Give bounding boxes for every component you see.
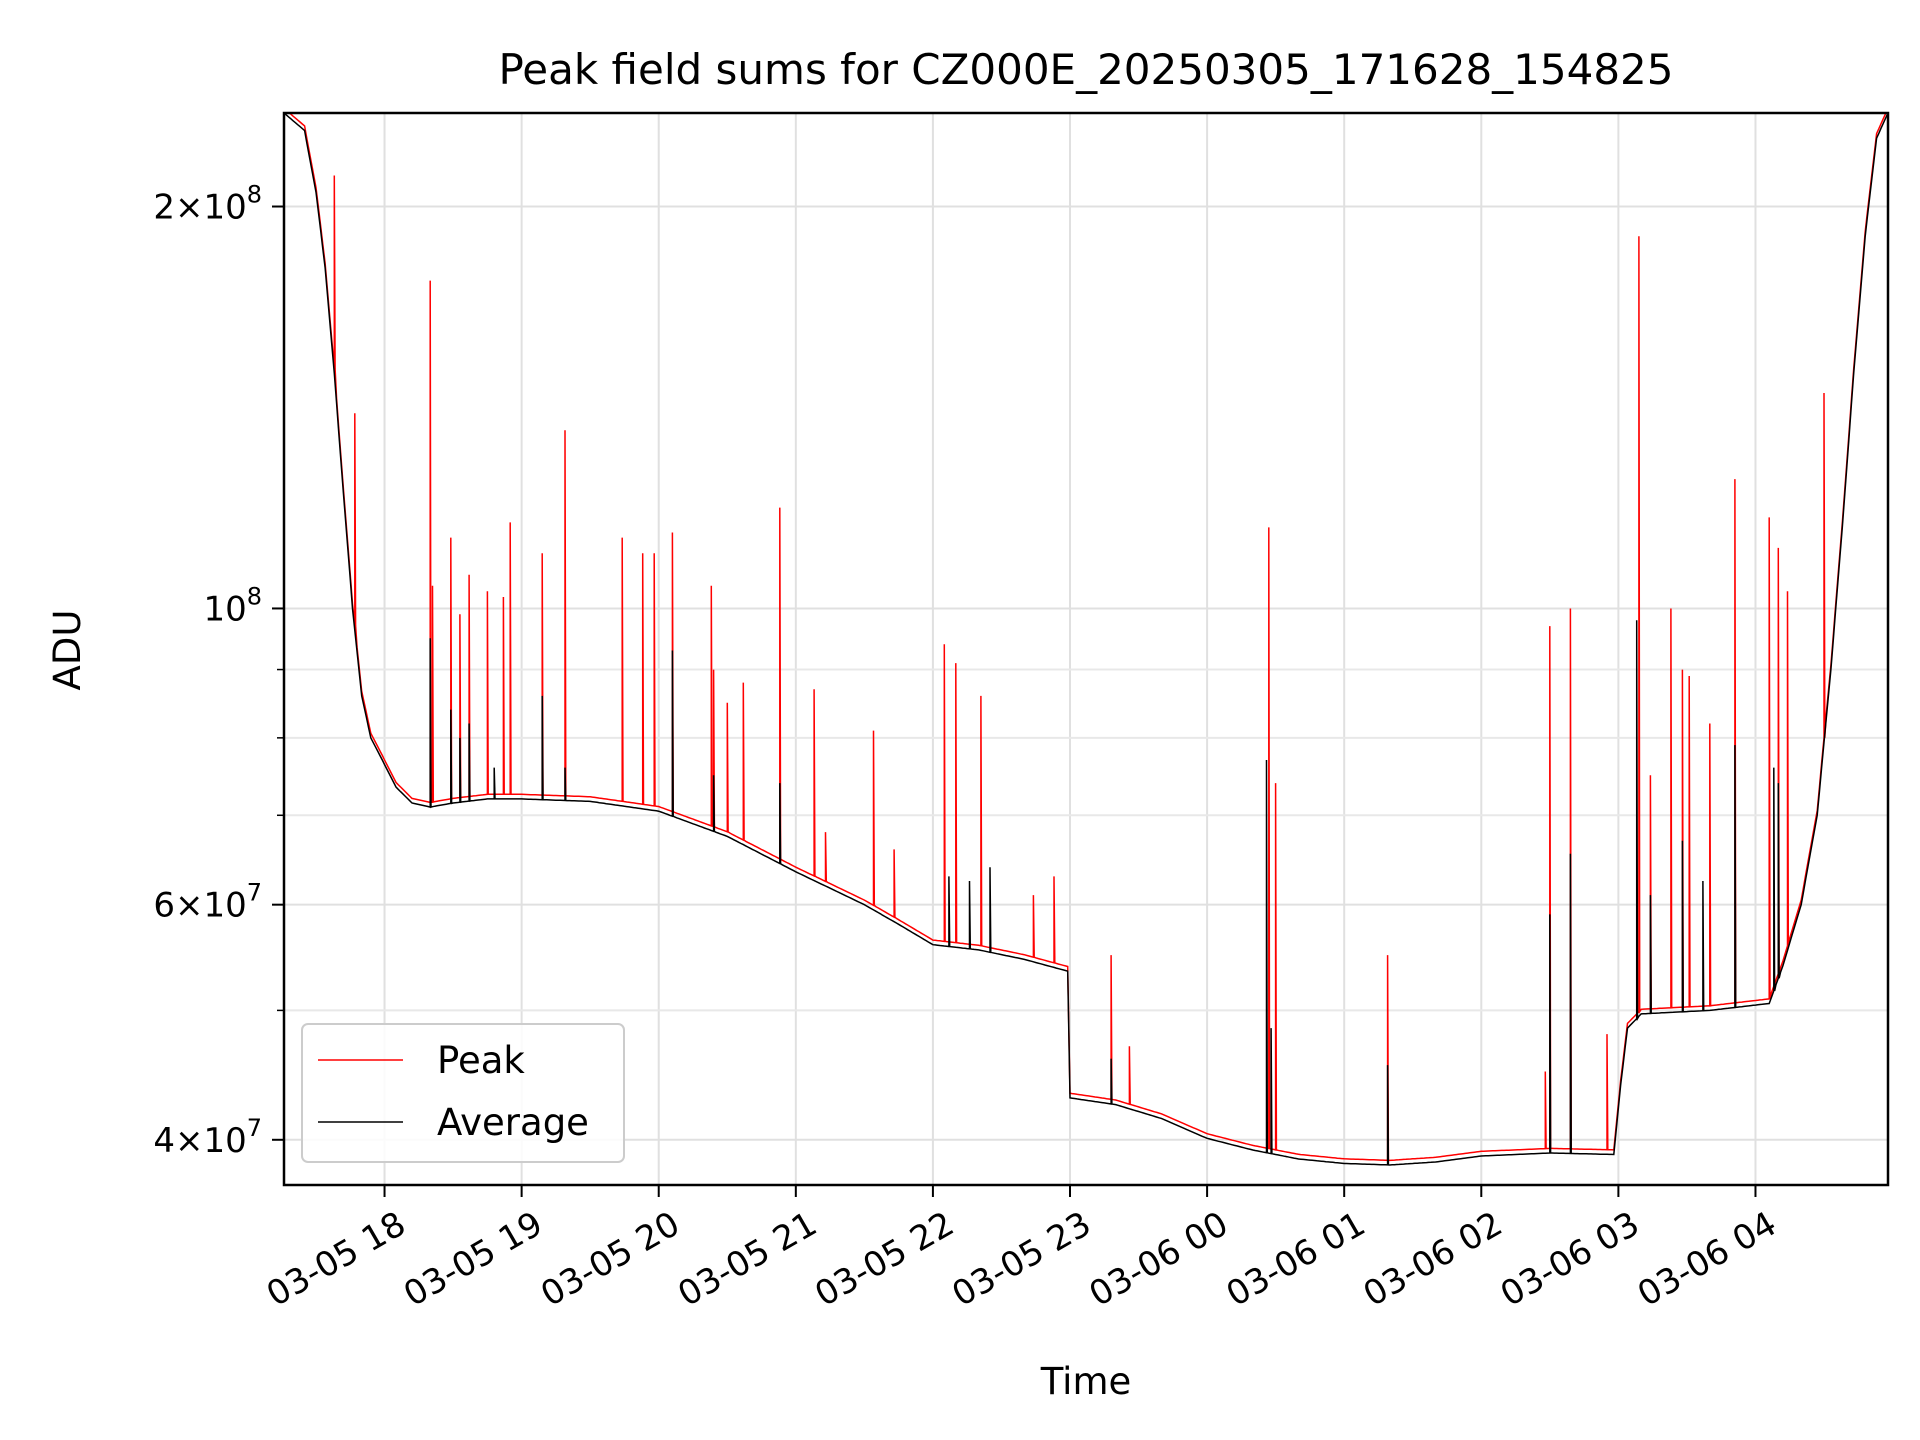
chart-title: Peak field sums for CZ000E_20250305_1716… xyxy=(498,45,1673,94)
legend-average-label: Average xyxy=(437,1101,589,1144)
series-group xyxy=(284,113,1888,1166)
y-tick-label: 108 xyxy=(203,582,262,629)
gridlines xyxy=(284,113,1888,1185)
plot-area xyxy=(284,113,1888,1166)
y-axis: 4×107 6×107 108 2×108 xyxy=(153,181,284,1161)
x-axis-label: Time xyxy=(1040,1360,1132,1403)
average-series-line xyxy=(284,113,1888,1166)
axes-frame xyxy=(282,111,1890,1187)
y-tick-label: 6×107 xyxy=(153,879,262,926)
y-tick-label: 2×108 xyxy=(153,181,262,228)
y-tick-label: 4×107 xyxy=(153,1114,262,1161)
legend: Peak Average xyxy=(301,1023,625,1163)
peak-series-line xyxy=(288,113,1887,1162)
legend-box xyxy=(301,1023,625,1163)
legend-peak-label: Peak xyxy=(437,1039,525,1082)
y-axis-label: ADU xyxy=(46,610,89,691)
